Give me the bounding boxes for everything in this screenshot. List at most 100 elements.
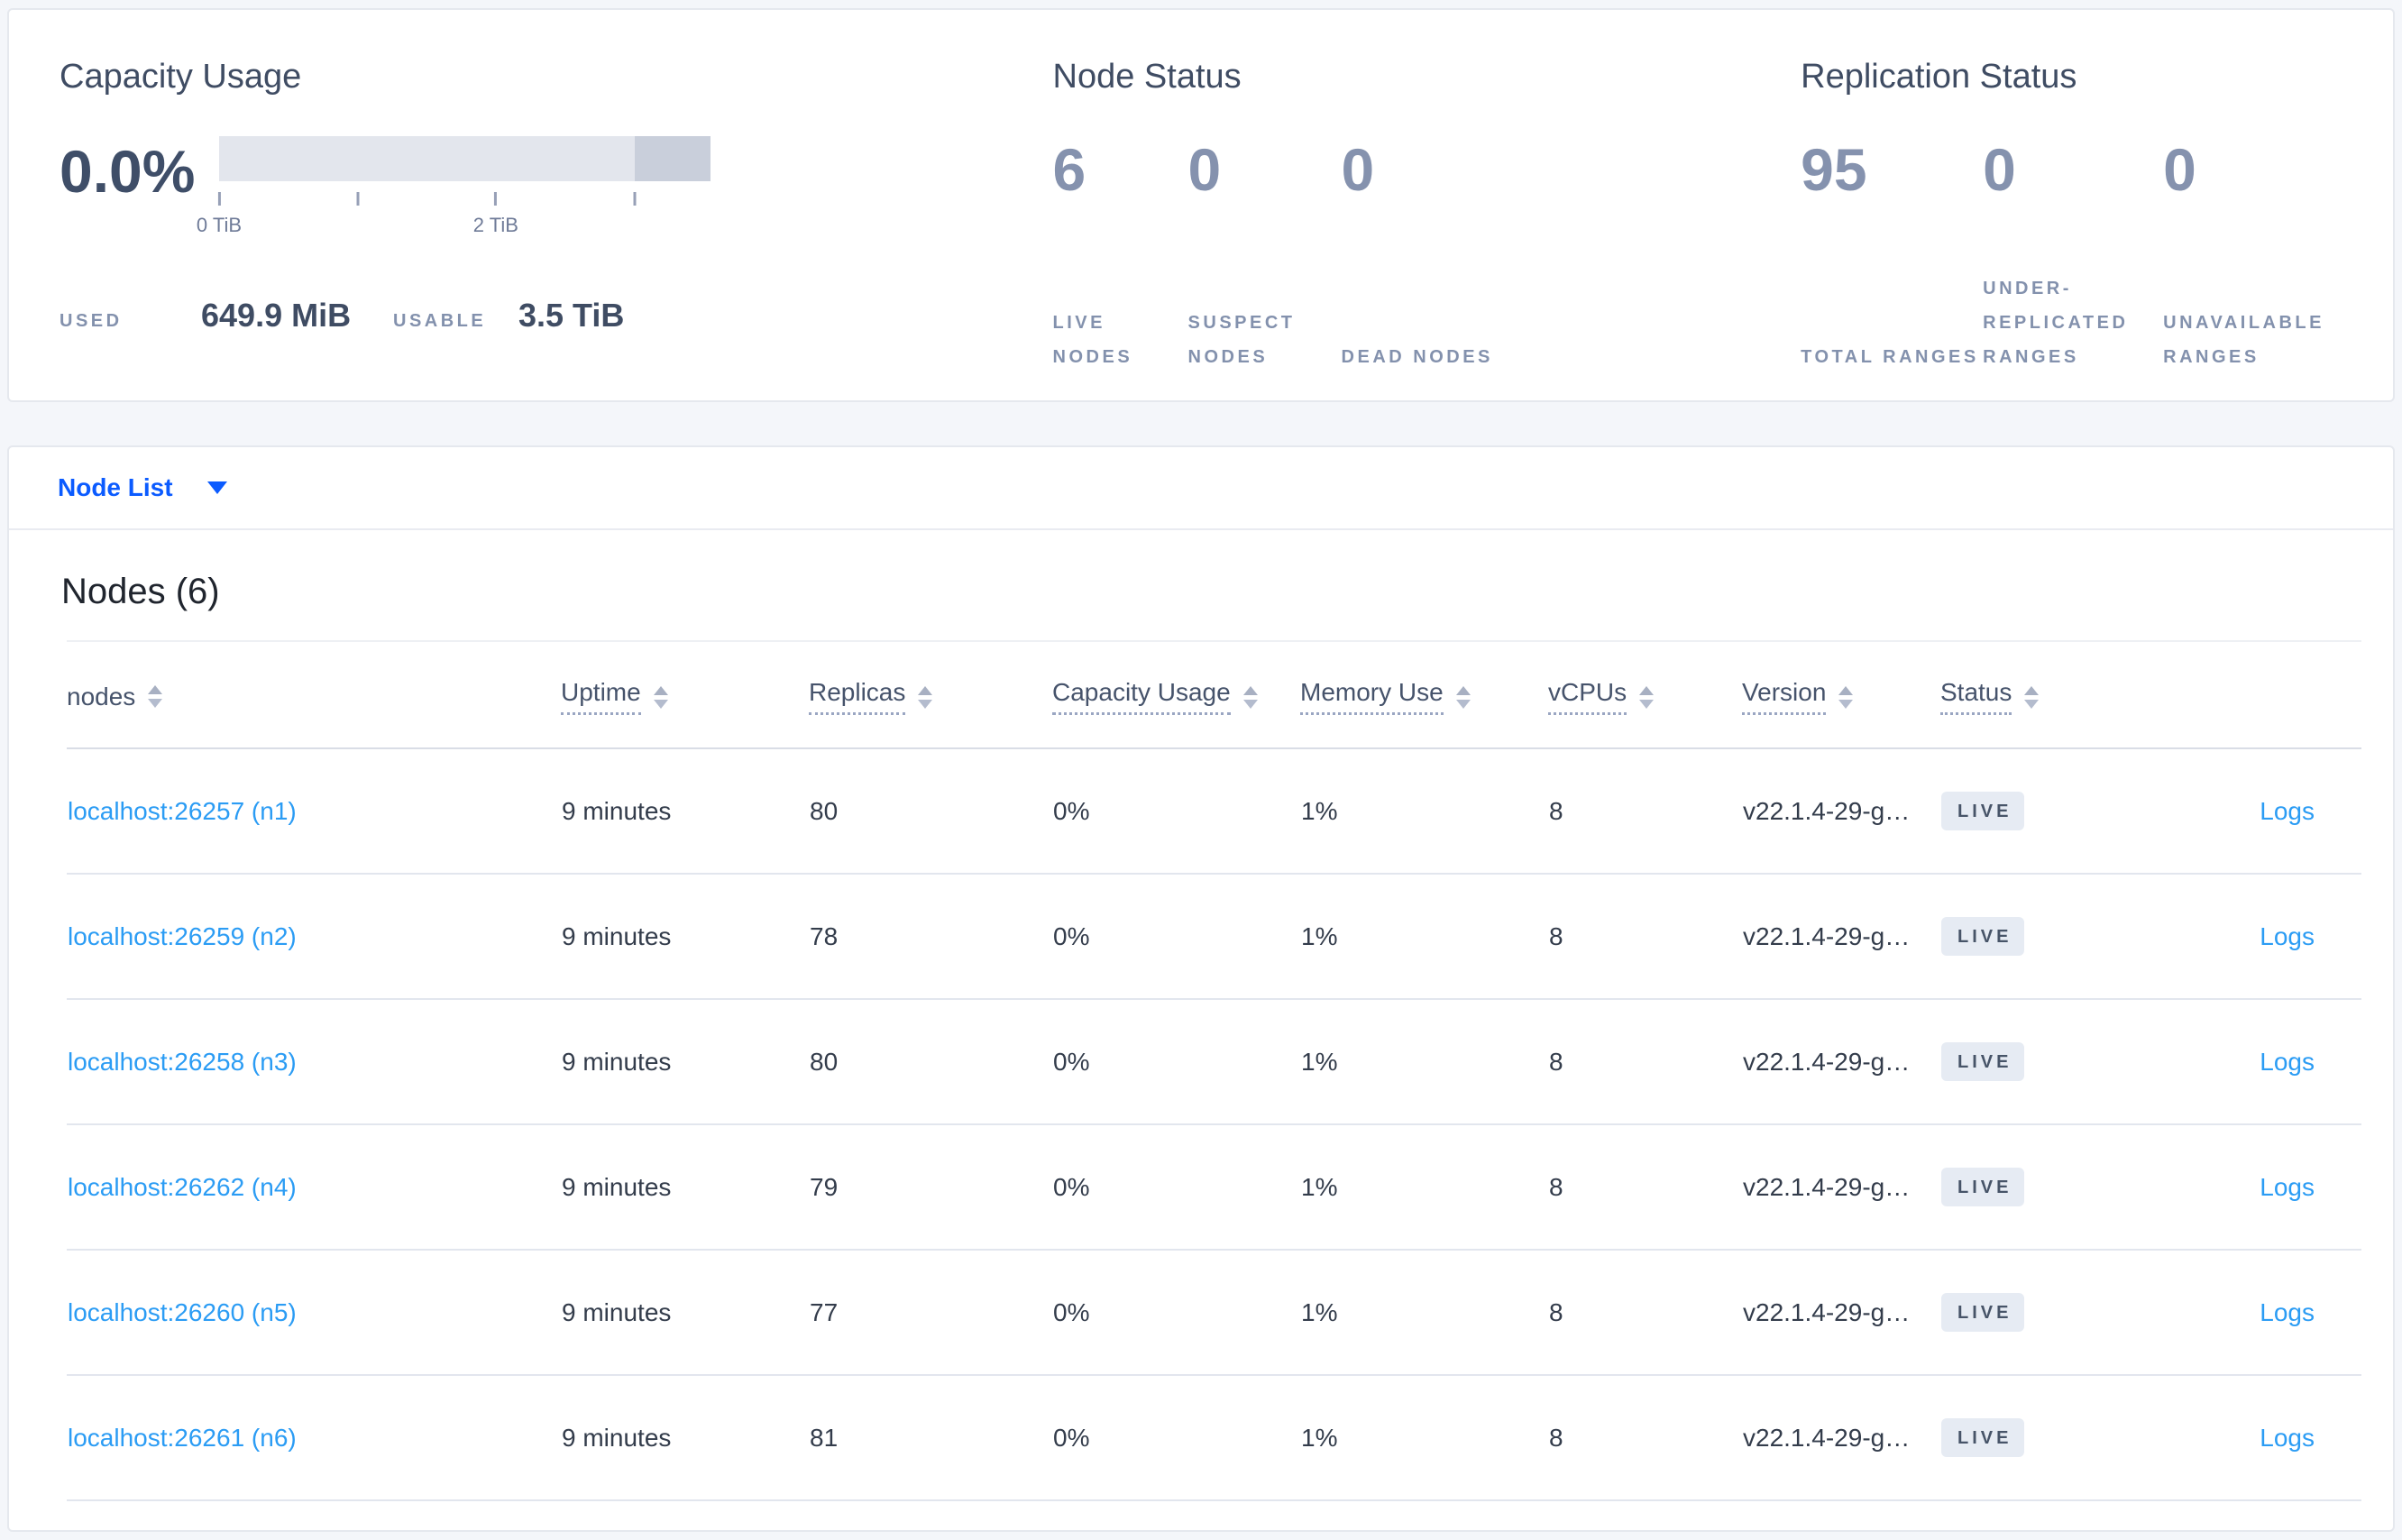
status-badge: LIVE [1941,1042,2025,1081]
node-table-row: localhost:26261 (n6) 9 minutes 81 0% 1% … [67,1375,2361,1500]
node-table-row: localhost:26259 (n2) 9 minutes 78 0% 1% … [67,874,2361,999]
column-header-label[interactable]: vCPUs [1548,679,1627,715]
sort-icon[interactable] [1455,685,1471,709]
column-header-label[interactable]: Capacity Usage [1052,679,1231,715]
nodes-table: nodes Uptime [67,640,2361,1501]
vcpus-cell: 8 [1549,1297,1563,1326]
uptime-cell: 9 minutes [562,1047,672,1076]
uptime-cell: 9 minutes [562,1423,672,1452]
capacity-used-usable-row: USED 649.9 MiB USABLE 3.5 TiB [60,297,1053,335]
stat-label: LIVE NODES [1052,313,1133,367]
logs-link[interactable]: Logs [2260,796,2315,825]
memory-use-cell: 1% [1301,1297,1338,1326]
sort-up-icon [918,685,933,695]
sort-up-icon [1242,685,1258,695]
logs-link[interactable]: Logs [2260,1172,2315,1201]
capacity-usage-title: Capacity Usage [60,58,302,96]
node-link[interactable]: localhost:26262 (n4) [68,1172,297,1201]
axis-tick-label: 2 TiB [472,214,518,236]
axis-tick-mark [494,192,498,206]
node-list-card: Node List Nodes (6) nod [7,445,2395,1532]
column-header[interactable] [2184,641,2361,748]
column-header[interactable]: Replicas [809,641,1052,748]
capacity-bar: 0 TiB 2 TiB [197,136,711,241]
used-label: USED [60,311,123,331]
sort-icon[interactable] [2024,685,2040,709]
axis-tick-mark [217,192,221,206]
sort-icon[interactable] [1242,685,1258,709]
sort-icon[interactable] [148,685,163,708]
node-status-section: Node Status 6 LIVE NODES 0 SUSPECT NODES… [1052,46,1802,367]
column-header-label[interactable]: Replicas [809,679,906,715]
column-header[interactable]: Status [1940,641,2184,748]
logs-link[interactable]: Logs [2260,1047,2315,1076]
column-header[interactable]: vCPUs [1548,641,1742,748]
capacity-usage-cell: 0% [1053,796,1090,825]
sort-icon[interactable] [918,685,933,709]
capacity-bar-axis: 0 TiB 2 TiB [197,192,711,241]
column-header-label[interactable]: Version [1742,679,1827,715]
node-link[interactable]: localhost:26259 (n2) [68,921,297,950]
sort-up-icon [2024,685,2040,695]
stat-value: 0 [2163,136,2196,203]
node-status-title: Node Status [1052,58,1242,96]
capacity-used-percent: 0.0% [60,138,196,205]
stat-value: 0 [1341,136,1375,203]
sort-down-icon [918,699,933,709]
nodes-section-title: Nodes (6) [61,572,220,611]
usable-value: 3.5 TiB [518,297,625,334]
node-link[interactable]: localhost:26258 (n3) [68,1047,297,1076]
column-header-label[interactable]: Uptime [561,679,641,715]
status-badge: LIVE [1941,917,2025,956]
capacity-usage-cell: 0% [1053,1297,1090,1326]
sort-down-icon [653,699,668,709]
view-switcher-dropdown[interactable]: Node List [58,473,173,501]
column-header[interactable]: Capacity Usage [1052,641,1300,748]
capacity-usage-section: Capacity Usage 0.0% 0 TiB [60,46,1053,357]
uptime-cell: 9 minutes [562,1297,672,1326]
node-status-stats: 6 LIVE NODES 0 SUSPECT NODES 0 DEAD NODE… [1053,138,1802,374]
sort-up-icon [148,685,163,694]
sort-up-icon [1639,685,1655,695]
sort-icon[interactable] [1639,685,1655,709]
stat-value: 0 [1187,136,1222,203]
node-link[interactable]: localhost:26261 (n6) [68,1423,297,1452]
column-header-label[interactable]: Memory Use [1300,679,1444,715]
nodes-table-header-row: nodes Uptime [67,641,2361,748]
node-link[interactable]: localhost:26257 (n1) [68,796,297,825]
node-link[interactable]: localhost:26260 (n5) [68,1297,297,1326]
sort-icon[interactable] [1838,685,1854,709]
version-cell: v22.1.4-29-g… [1743,1423,1911,1452]
sort-up-icon [653,685,668,695]
capacity-bar-used-segment [635,136,711,181]
sort-down-icon [1242,699,1258,709]
stat: 0 SUSPECT NODES [1188,138,1342,374]
capacity-usage-cell: 0% [1053,1423,1090,1452]
version-cell: v22.1.4-29-g… [1743,1297,1911,1326]
usable-label: USABLE [393,311,487,331]
sort-icon[interactable] [653,685,668,709]
memory-use-cell: 1% [1301,796,1338,825]
sort-down-icon [1639,699,1655,709]
column-header[interactable]: Uptime [561,641,809,748]
logs-link[interactable]: Logs [2260,921,2315,950]
column-header[interactable]: Version [1742,641,1940,748]
caret-down-icon[interactable] [206,481,227,494]
sort-up-icon [1455,685,1471,695]
status-badge: LIVE [1941,792,2025,830]
column-header-label[interactable]: Status [1940,679,2012,715]
sort-down-icon [2024,699,2040,709]
logs-link[interactable]: Logs [2260,1297,2315,1326]
sort-down-icon [1838,699,1854,709]
replicas-cell: 80 [810,1047,839,1076]
logs-link[interactable]: Logs [2260,1423,2315,1452]
column-header[interactable]: nodes [67,641,561,748]
memory-use-cell: 1% [1301,1047,1338,1076]
column-header[interactable]: Memory Use [1300,641,1548,748]
column-header-label[interactable]: nodes [67,682,136,710]
vcpus-cell: 8 [1549,1423,1563,1452]
stat-value: 6 [1052,136,1086,203]
memory-use-cell: 1% [1301,921,1338,950]
capacity-usage-chart: 0.0% 0 TiB [60,136,1053,241]
replicas-cell: 79 [810,1172,839,1201]
